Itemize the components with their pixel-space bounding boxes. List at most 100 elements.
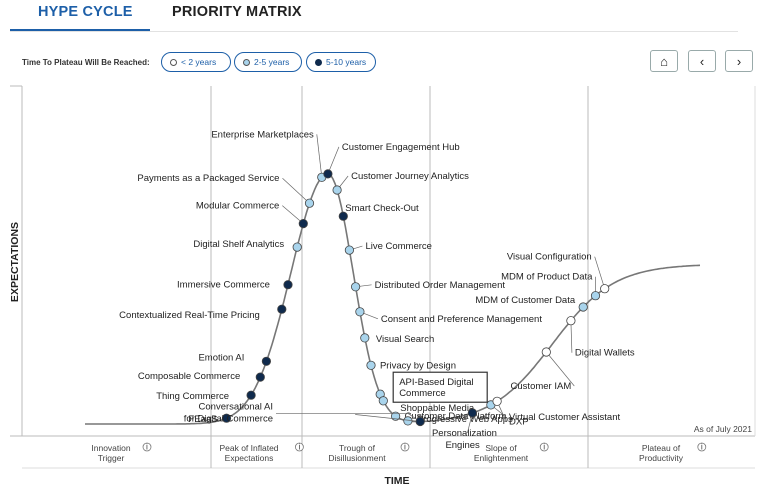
point-label: Distributed Order Management xyxy=(375,280,506,291)
point-label: DXP xyxy=(509,416,529,427)
data-point xyxy=(298,219,308,229)
white-dot-icon xyxy=(170,58,177,66)
point-label: Conversational AI xyxy=(199,402,273,413)
data-point xyxy=(261,356,271,366)
data-point xyxy=(350,282,361,292)
point-label: Engines xyxy=(445,440,480,451)
data-point xyxy=(277,304,287,314)
point-label: Virtual Customer Assistant xyxy=(509,412,621,423)
point-label: Customer IAM xyxy=(511,381,572,392)
data-point xyxy=(415,416,425,427)
phase-label: Innovation Trigger xyxy=(91,443,130,463)
point-label: Emotion AI xyxy=(198,352,244,363)
phase-label: Slope of Enlightenment xyxy=(474,443,529,463)
data-point xyxy=(304,198,315,208)
point-label: Payments as a Packaged Service xyxy=(137,173,279,184)
point-label: Digital Wallets xyxy=(575,348,635,359)
legend-5-10-years-button[interactable]: 5-10 years xyxy=(306,52,376,72)
info-icon-glyph: i xyxy=(404,442,406,452)
data-point xyxy=(332,185,342,195)
legend-2-5-years-button[interactable]: 2-5 years xyxy=(234,52,302,72)
tab-priority-matrix[interactable]: PRIORITY MATRIX xyxy=(172,4,302,20)
leader-line xyxy=(316,134,323,178)
info-icon xyxy=(294,442,304,452)
info-icon xyxy=(539,442,549,452)
legend-less-2-years-button[interactable]: < 2 years xyxy=(161,52,231,72)
as-of-label: As of July 2021 xyxy=(694,424,752,434)
point-label: Composable Commerce xyxy=(138,371,240,382)
point-label: MDM of Product Data xyxy=(501,272,593,283)
data-point xyxy=(344,245,354,255)
data-point xyxy=(600,284,610,294)
leader-line xyxy=(327,146,340,175)
data-point xyxy=(283,280,293,290)
leader-line xyxy=(282,177,310,204)
leader-line xyxy=(355,414,421,422)
leader-line xyxy=(594,256,606,289)
info-icon-glyph: i xyxy=(146,442,148,452)
point-label: Digital Shelf Analytics xyxy=(193,239,284,250)
point-label: Immersive Commerce xyxy=(177,280,270,291)
leader-line xyxy=(570,320,573,353)
point-label: Visual Search xyxy=(376,334,434,345)
point-label: Smart Check-Out xyxy=(345,203,419,214)
home-icon: ⌂ xyxy=(660,53,668,69)
point-label: Contextualized Real-Time Pricing xyxy=(119,310,260,321)
point-label: Shoppable Media xyxy=(400,403,475,414)
phase-label: Peak of Inflated Expectations xyxy=(219,443,278,463)
info-icon xyxy=(697,442,707,452)
point-label: Customer Data Platform xyxy=(405,411,507,422)
leader-line xyxy=(546,351,575,387)
active-tab-indicator xyxy=(10,29,150,32)
data-point xyxy=(566,316,576,326)
info-icon xyxy=(142,442,152,452)
data-point xyxy=(403,416,413,426)
info-icon-glyph: i xyxy=(298,442,300,452)
legend-label: 2-5 years xyxy=(254,57,290,67)
info-icon-glyph: i xyxy=(543,442,545,452)
data-point xyxy=(292,242,302,252)
light-blue-dot-icon xyxy=(243,58,250,66)
legend-label: 5-10 years xyxy=(326,57,367,67)
data-point xyxy=(366,360,376,370)
data-point xyxy=(378,396,388,406)
phase-label: Trough of Disillusionment xyxy=(328,443,386,463)
tab-divider xyxy=(10,31,738,32)
info-icon-glyph: i xyxy=(701,442,703,452)
highlight-label-line1: API-Based Digital xyxy=(399,377,473,388)
data-point xyxy=(492,396,502,406)
data-point xyxy=(541,347,551,357)
previous-button[interactable]: ‹ xyxy=(688,50,716,72)
point-label: FEaaS xyxy=(188,414,217,425)
point-label: Consent and Preference Management xyxy=(381,314,542,325)
leader-line xyxy=(276,413,421,422)
point-label: Privacy by Design xyxy=(380,360,456,371)
data-point xyxy=(255,372,265,382)
point-label: Customer Journey Analytics xyxy=(351,171,469,182)
data-point xyxy=(323,169,333,179)
phase-label: Plateau of Productivity xyxy=(639,443,684,463)
data-point xyxy=(246,390,256,400)
legend-title: Time To Plateau Will Be Reached: xyxy=(22,58,150,67)
legend-label: < 2 years xyxy=(181,57,217,67)
data-point xyxy=(221,413,232,423)
point-label: Customer Engagement Hub xyxy=(342,142,460,153)
leader-line xyxy=(282,205,304,224)
point-label: Live Commerce xyxy=(365,241,432,252)
next-button[interactable]: › xyxy=(725,50,753,72)
highlight-box xyxy=(392,371,488,403)
chevron-left-icon: ‹ xyxy=(699,53,705,69)
point-label: Modular Commerce xyxy=(196,201,279,212)
chevron-right-icon: › xyxy=(736,53,742,69)
data-point xyxy=(578,302,588,312)
tab-hype-cycle[interactable]: HYPE CYCLE xyxy=(38,4,133,20)
data-point xyxy=(467,408,477,418)
home-button[interactable]: ⌂ xyxy=(650,50,678,72)
data-point xyxy=(338,211,348,221)
point-label: MDM of Customer Data xyxy=(475,295,575,306)
y-axis-title: EXPECTATIONS xyxy=(9,222,21,302)
point-label: for Digital Commerce xyxy=(184,414,273,425)
point-label: Thing Commerce xyxy=(156,391,229,402)
dark-blue-dot-icon xyxy=(315,58,322,66)
